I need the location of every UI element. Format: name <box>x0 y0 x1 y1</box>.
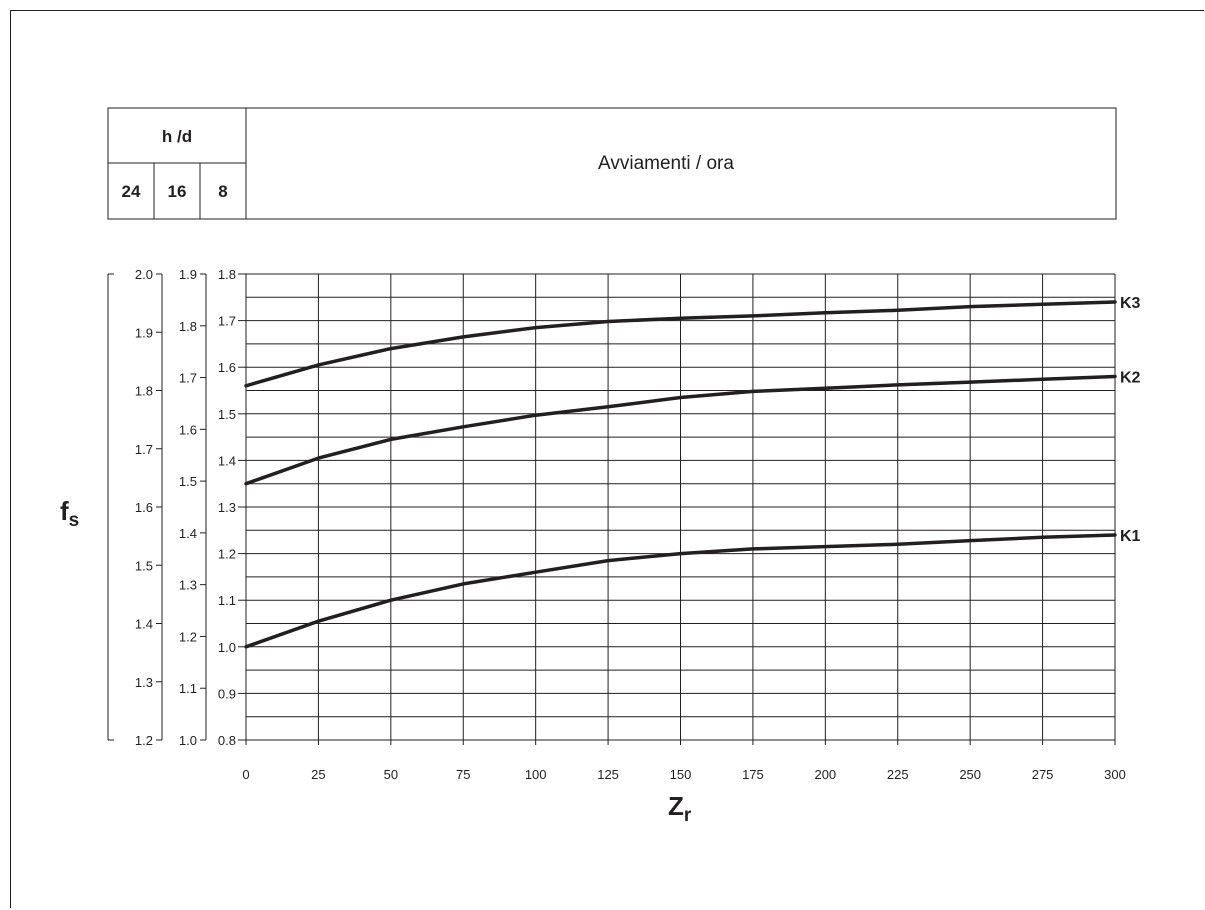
chart-grid <box>245 273 1116 745</box>
x-tick-label: 300 <box>1104 767 1126 782</box>
y-axis-8h-tick-label: 1.5 <box>218 407 236 422</box>
series-label-k2: K2 <box>1120 370 1141 387</box>
hd-value-24: 24 <box>122 182 141 201</box>
series-label-k1: K1 <box>1120 528 1141 545</box>
hd-value-8: 8 <box>218 182 227 201</box>
y-axis-24h: 1.2 1.3 1.4 1.5 1.6 1.7 1.8 1.9 2.0 <box>135 267 163 748</box>
y-axis-24h-tick-label: 1.8 <box>135 384 153 399</box>
y-axis-24h-tick-label: 1.4 <box>135 617 153 632</box>
y-axis-8h-tick-label: 1.4 <box>218 453 236 468</box>
figure-frame <box>10 10 1204 908</box>
series-label-k3: K3 <box>1120 295 1141 312</box>
y-axis-16h-tick-label: 1.6 <box>179 422 197 437</box>
y-axis-16h-tick-label: 1.5 <box>179 474 197 489</box>
y-axis-24h-tick-label: 2.0 <box>135 267 153 282</box>
x-tick-label: 125 <box>597 767 619 782</box>
x-tick-label: 175 <box>742 767 764 782</box>
y-axis-8h-tick-label: 1.3 <box>218 500 236 515</box>
y-axis-16h-tick-label: 1.2 <box>179 629 197 644</box>
y-axis-title: fs <box>60 496 79 531</box>
x-tick-label: 275 <box>1032 767 1054 782</box>
y-axis-16h-tick-label: 1.0 <box>179 733 197 748</box>
y-axes: 0.80.91.01.11.21.31.41.51.61.71.81.01.11… <box>107 267 247 748</box>
series-line-k1 <box>244 533 1117 649</box>
x-tick-label: 100 <box>525 767 547 782</box>
y-axis-24h-tick-label: 1.2 <box>135 733 153 748</box>
y-axis-24h-tick-label: 1.7 <box>135 442 153 457</box>
series-line-k2 <box>244 374 1117 486</box>
hd-label: h /d <box>162 127 192 146</box>
y-axis-16h: 1.0 1.1 1.2 1.3 1.4 1.5 1.6 1.7 1.8 1.9 <box>179 267 207 748</box>
y-axis-title-main: f <box>60 496 69 526</box>
x-tick-label: 25 <box>311 767 325 782</box>
y-axis-8h-tick-label: 1.7 <box>218 314 236 329</box>
y-axis-title-sub: s <box>69 510 80 531</box>
y-axis-16h-tick-label: 1.4 <box>179 526 197 541</box>
y-axis-8h-tick-label: 1.8 <box>218 267 236 282</box>
x-tick-label: 50 <box>384 767 398 782</box>
x-axis-title: Zr <box>668 791 692 826</box>
y-axis-8h-tick-label: 1.6 <box>218 360 236 375</box>
y-axis-24h-tick-label: 1.6 <box>135 500 153 515</box>
y-axis-16h-tick-label: 1.3 <box>179 578 197 593</box>
x-tick-label: 250 <box>959 767 981 782</box>
y-axis-16h-tick-label: 1.8 <box>179 319 197 334</box>
y-axis-24h-tick-label: 1.3 <box>135 675 153 690</box>
y-axis-24h-tick-label: 1.5 <box>135 558 153 573</box>
x-axis-title-sub: r <box>684 805 692 826</box>
y-axis-16h-tick-label: 1.1 <box>179 681 197 696</box>
x-tick-label: 0 <box>242 767 249 782</box>
x-tick-label: 200 <box>814 767 836 782</box>
y-axis-8h-tick-label: 0.8 <box>218 733 236 748</box>
series-line-k3 <box>244 300 1117 388</box>
y-axis-8h-tick-label: 1.0 <box>218 640 236 655</box>
starts-per-hour-label: Avviamenti / ora <box>598 153 734 174</box>
x-tick-label: 75 <box>456 767 470 782</box>
y-axis-8h: 0.8 0.9 1.0 1.1 1.2 1.3 1.4 1.5 1.6 1.7 1.8 <box>218 267 247 748</box>
header-table <box>107 107 1117 220</box>
y-axis-24h-tick-label: 1.9 <box>135 325 153 340</box>
y-axis-8h-tick-label: 1.2 <box>218 547 236 562</box>
chart-series: K1 K2 K3 <box>244 295 1141 649</box>
y-axis-8h-tick-label: 0.9 <box>218 686 236 701</box>
y-axis-16h-tick-label: 1.9 <box>179 267 197 282</box>
y-axis-8h-tick-label: 1.1 <box>218 593 236 608</box>
y-axis-16h-tick-label: 1.7 <box>179 371 197 386</box>
x-tick-label: 150 <box>670 767 692 782</box>
x-tick-labels: 0 25 50 75 100 125 150 175 200 225 250 275 300 <box>242 767 1125 782</box>
x-tick-label: 225 <box>887 767 909 782</box>
hd-value-16: 16 <box>168 182 187 201</box>
x-axis-title-main: Z <box>668 791 684 821</box>
